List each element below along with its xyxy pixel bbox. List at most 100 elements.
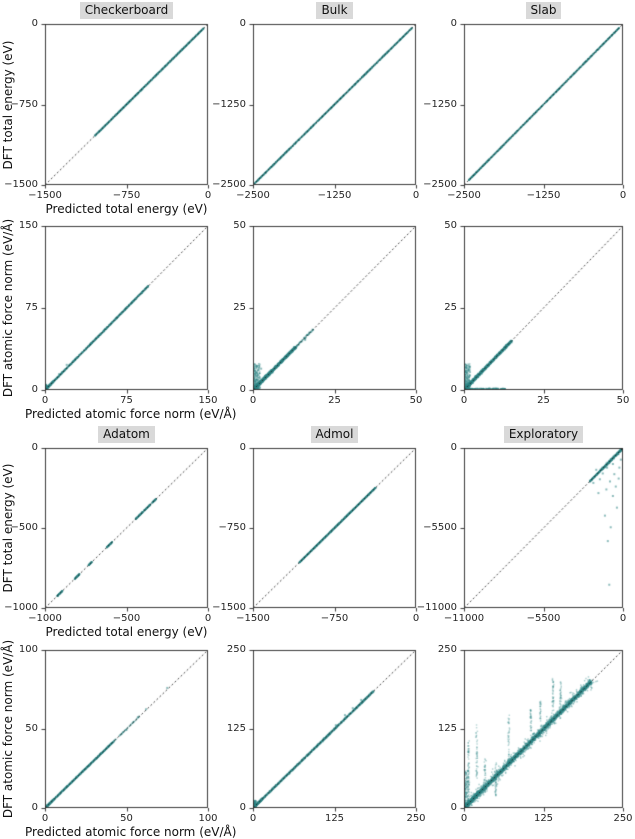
y-tick-label: −5500 <box>423 522 457 533</box>
y-tick-label: 50 <box>25 723 38 734</box>
x-tick-label: 0 <box>41 395 49 406</box>
x-tick-label: 150 <box>198 395 218 406</box>
x-axis-label-adatom-energy: Predicted total energy (eV) <box>45 625 208 639</box>
plot-title-slab-energy: Slab <box>464 2 623 19</box>
y-tick-label: −2500 <box>423 179 457 190</box>
y-tick-label: −1500 <box>4 179 38 190</box>
plot-canvas-slab-force <box>458 220 629 396</box>
y-tick-label: 25 <box>233 302 246 313</box>
plot-canvas-checkerboard-force <box>39 220 214 396</box>
x-tick-label: 125 <box>533 813 554 824</box>
y-tick-label: 0 <box>239 384 246 395</box>
y-tick-label: −750 <box>10 98 38 110</box>
plot-title-text: Slab <box>525 2 562 19</box>
y-axis-label-checkerboard-force: DFT atomic force norm (eV/Å) <box>1 218 15 398</box>
x-tick-label: 0 <box>460 395 468 406</box>
plot-canvas-adatom-force <box>39 644 214 814</box>
y-tick-label: 25 <box>444 302 457 313</box>
plot-title-text: Adatom <box>98 426 155 443</box>
x-tick-label: 250 <box>406 813 426 824</box>
y-tick-label: 100 <box>18 644 38 655</box>
y-tick-label: 75 <box>25 302 38 313</box>
y-tick-label: 0 <box>450 18 457 29</box>
y-tick-label: 250 <box>437 644 457 655</box>
y-tick-label: 150 <box>18 220 38 231</box>
x-tick-label: 100 <box>198 813 218 824</box>
y-tick-label: 50 <box>233 220 246 231</box>
y-tick-label: −1500 <box>212 602 246 613</box>
y-tick-label: 0 <box>31 18 38 29</box>
y-tick-label: 0 <box>31 442 38 453</box>
plot-canvas-adatom-energy <box>39 442 214 614</box>
x-tick-label: 25 <box>537 395 550 406</box>
y-tick-label: 0 <box>239 18 246 29</box>
plot-title-text: Exploratory <box>503 426 584 443</box>
plot-canvas-admol-force <box>247 644 422 814</box>
y-tick-label: 0 <box>450 384 457 395</box>
x-tick-label: 0 <box>619 613 627 624</box>
plot-title-checkerboard-energy: Checkerboard <box>45 2 208 19</box>
y-tick-label: −750 <box>218 522 246 533</box>
x-tick-label: −1250 <box>526 190 561 201</box>
plot-canvas-bulk-energy <box>247 18 422 191</box>
x-tick-label: −11000 <box>443 613 485 624</box>
y-axis-label-adatom-energy: DFT total energy (eV) <box>1 463 15 593</box>
plot-title-exploratory-energy: Exploratory <box>464 426 623 443</box>
plot-title-text: Admol <box>310 426 359 443</box>
x-tick-label: −5500 <box>526 613 561 624</box>
plot-title-admol-energy: Admol <box>253 426 416 443</box>
x-tick-label: −2500 <box>447 190 481 201</box>
x-tick-label: 0 <box>412 190 420 201</box>
plot-canvas-slab-energy <box>458 18 629 191</box>
x-tick-label: 0 <box>249 813 257 824</box>
x-tick-label: −2500 <box>236 190 270 201</box>
x-axis-label-adatom-force: Predicted atomic force norm (eV/Å) <box>25 825 237 839</box>
plot-title-text: Checkerboard <box>79 2 174 19</box>
y-tick-label: 0 <box>239 442 246 453</box>
y-tick-label: 0 <box>31 384 38 395</box>
y-tick-label: 0 <box>31 802 38 813</box>
plot-canvas-checkerboard-energy <box>39 18 214 191</box>
x-tick-label: −1000 <box>28 613 62 624</box>
y-tick-label: 0 <box>239 802 246 813</box>
y-tick-label: −1000 <box>4 602 38 613</box>
y-tick-label: 125 <box>226 723 246 734</box>
y-tick-label: 0 <box>450 802 457 813</box>
x-axis-label-checkerboard-energy: Predicted total energy (eV) <box>45 202 208 216</box>
x-tick-label: −1500 <box>236 613 270 624</box>
x-tick-label: 0 <box>619 190 627 201</box>
y-tick-label: 0 <box>450 442 457 453</box>
plot-title-adatom-energy: Adatom <box>45 426 208 443</box>
x-tick-label: 250 <box>613 813 633 824</box>
y-tick-label: 250 <box>226 644 246 655</box>
y-axis-label-adatom-force: DFT atomic force norm (eV/Å) <box>1 639 15 819</box>
x-tick-label: 50 <box>616 395 630 406</box>
x-tick-label: −750 <box>320 613 349 624</box>
plot-title-bulk-energy: Bulk <box>253 2 416 19</box>
plot-canvas-admol-energy <box>247 442 422 614</box>
y-tick-label: 50 <box>444 220 457 231</box>
plot-canvas-bulk-force <box>247 220 422 396</box>
y-tick-label: −1250 <box>423 98 457 110</box>
y-tick-label: −2500 <box>212 179 246 190</box>
x-tick-label: 0 <box>204 190 212 201</box>
y-axis-label-checkerboard-energy: DFT total energy (eV) <box>1 40 15 169</box>
x-tick-label: −1250 <box>317 190 352 201</box>
x-tick-label: 0 <box>460 813 468 824</box>
plot-title-text: Bulk <box>316 2 353 19</box>
x-tick-label: 75 <box>120 395 133 406</box>
x-tick-label: 50 <box>409 395 423 406</box>
x-tick-label: −1500 <box>28 190 62 201</box>
y-tick-label: −11000 <box>416 602 457 613</box>
x-tick-label: 0 <box>412 613 420 624</box>
x-tick-label: −750 <box>112 190 141 201</box>
x-tick-label: 0 <box>249 395 257 406</box>
y-tick-label: −1250 <box>212 98 246 110</box>
y-tick-label: 125 <box>437 723 457 734</box>
x-tick-label: 0 <box>204 613 212 624</box>
x-tick-label: 50 <box>120 813 133 824</box>
y-tick-label: −500 <box>10 522 38 533</box>
x-axis-label-checkerboard-force: Predicted atomic force norm (eV/Å) <box>25 407 237 421</box>
plot-canvas-exploratory-energy <box>458 442 629 614</box>
x-tick-label: 0 <box>41 813 49 824</box>
